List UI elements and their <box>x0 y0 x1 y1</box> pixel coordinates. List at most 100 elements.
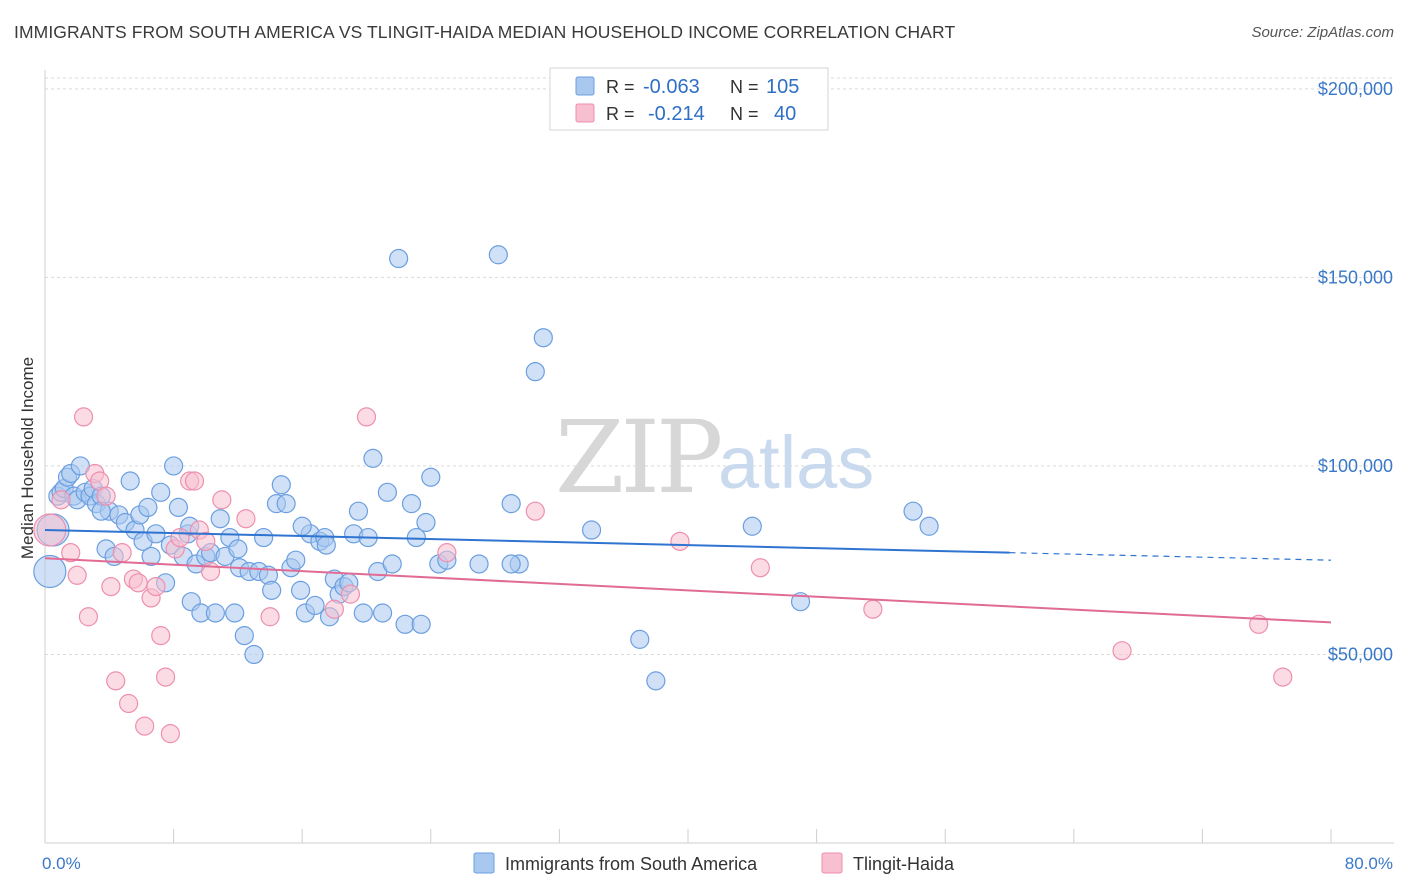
series-legend: Immigrants from South America Tlingit-Ha… <box>473 852 955 874</box>
point-south-america <box>411 614 431 634</box>
legend-swatch-blue <box>473 852 495 874</box>
legend-n-value: 40 <box>774 103 796 125</box>
axes <box>44 70 1394 844</box>
point-south-america <box>525 362 545 382</box>
legend-swatch-blue <box>575 76 595 96</box>
point-tlingit-haida <box>112 543 132 563</box>
y-tick-label: $100,000 <box>1318 456 1393 476</box>
point-south-america <box>262 580 282 600</box>
watermark: ZIP atlas <box>555 399 874 516</box>
point-south-america <box>271 475 291 495</box>
point-south-america <box>533 328 553 348</box>
legend-swatch-pink <box>821 852 843 874</box>
point-tlingit-haida <box>106 671 126 691</box>
point-tlingit-haida <box>118 693 139 714</box>
chart-title: IMMIGRANTS FROM SOUTH AMERICA VS TLINGIT… <box>14 22 956 42</box>
x-tick-labels: 0.0% 80.0% <box>42 854 1393 873</box>
correlation-legend: R = -0.063 N = 105 R = -0.214 N = 40 <box>549 67 829 131</box>
point-tlingit-haida <box>212 490 232 510</box>
point-south-america <box>501 554 521 574</box>
point-tlingit-haida <box>863 599 883 619</box>
point-tlingit-haida <box>170 527 190 548</box>
point-tlingit-haida <box>67 565 87 585</box>
point-tlingit-haida <box>196 531 216 551</box>
point-tlingit-haida <box>236 509 256 529</box>
legend-r-value: -0.214 <box>648 103 705 125</box>
point-south-america <box>469 554 489 574</box>
point-tlingit-haida <box>51 490 71 510</box>
point-south-america <box>382 554 402 574</box>
point-south-america <box>581 520 602 540</box>
point-south-america <box>501 494 521 514</box>
point-south-america <box>395 614 415 634</box>
point-south-america <box>286 550 306 570</box>
point-tlingit-haida <box>670 531 690 551</box>
point-tlingit-haida <box>96 486 116 506</box>
point-tlingit-haida <box>340 584 361 604</box>
point-tlingit-haida <box>73 407 94 427</box>
point-south-america <box>225 603 245 623</box>
point-south-america <box>141 546 161 567</box>
point-south-america <box>305 595 325 616</box>
point-south-america <box>244 644 264 665</box>
point-tlingit-haida <box>200 561 221 582</box>
point-tlingit-haida <box>155 667 176 687</box>
source-label: Source: ZipAtlas.com <box>1251 24 1394 41</box>
point-tlingit-haida <box>356 407 377 427</box>
point-south-america <box>416 512 436 533</box>
point-south-america <box>151 482 171 502</box>
point-south-america <box>353 603 373 623</box>
legend-r-value: -0.063 <box>643 76 700 98</box>
point-tlingit-haida <box>61 543 81 563</box>
legend-r-label: R = <box>606 104 635 124</box>
point-south-america <box>290 580 311 600</box>
legend-r-label: R = <box>606 77 635 97</box>
trend-lines <box>44 529 1332 624</box>
point-south-america <box>316 535 336 555</box>
y-tick-label: $200,000 <box>1318 79 1393 99</box>
point-south-america <box>377 482 397 502</box>
point-south-america <box>234 626 254 646</box>
point-south-america <box>389 248 409 269</box>
point-tlingit-haida <box>78 607 99 627</box>
point-south-america <box>363 448 383 468</box>
point-south-america <box>372 603 393 623</box>
x-tick-label: 80.0% <box>1345 854 1393 873</box>
watermark-atlas: atlas <box>718 421 874 504</box>
legend-box <box>549 67 829 131</box>
point-south-america <box>292 516 312 536</box>
point-south-america <box>168 497 189 518</box>
point-tlingit-haida <box>1112 641 1132 661</box>
point-south-america <box>646 671 666 691</box>
point-south-america <box>138 497 158 518</box>
legend-swatch-pink <box>575 103 595 123</box>
point-tlingit-haida <box>750 558 770 578</box>
point-south-america <box>228 539 248 559</box>
point-tlingit-haida <box>260 607 280 627</box>
point-south-america <box>164 456 184 476</box>
point-tlingit-haida <box>128 573 148 593</box>
legend-n-value: 105 <box>766 76 799 98</box>
point-south-america <box>33 554 67 589</box>
data-points <box>33 245 1293 744</box>
point-tlingit-haida <box>160 724 180 744</box>
point-south-america <box>903 501 923 521</box>
trend-line-south-america <box>44 529 1010 554</box>
point-south-america <box>254 527 274 548</box>
x-tick-label: 0.0% <box>42 854 81 873</box>
point-tlingit-haida <box>101 576 121 597</box>
point-tlingit-haida <box>1273 667 1293 687</box>
y-tick-labels: $50,000 $100,000 $150,000 $200,000 <box>1318 79 1393 665</box>
point-south-america <box>120 471 140 491</box>
y-axis-title: Median Household Income <box>18 357 37 559</box>
y-tick-label: $150,000 <box>1318 267 1393 287</box>
point-south-america <box>205 603 225 623</box>
point-south-america <box>401 494 422 514</box>
trend-line-tlingit-haida <box>44 557 1332 624</box>
point-tlingit-haida <box>437 543 457 563</box>
watermark-zip: ZIP <box>555 399 720 516</box>
point-south-america <box>630 629 650 649</box>
point-south-america <box>742 516 762 536</box>
point-south-america <box>488 245 508 265</box>
